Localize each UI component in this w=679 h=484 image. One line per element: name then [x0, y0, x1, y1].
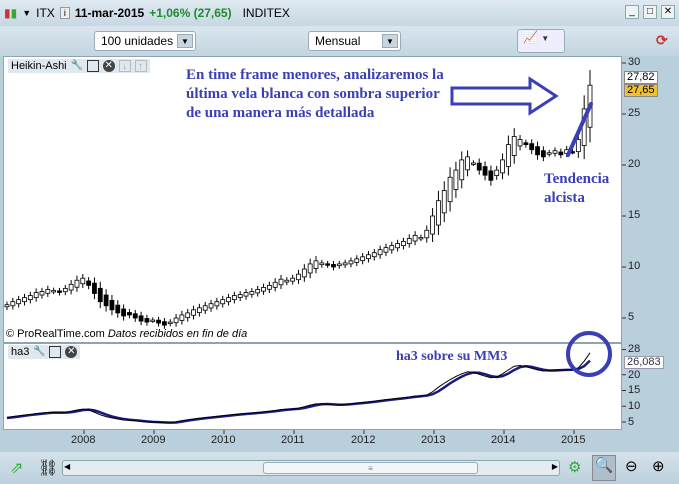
- window-icon[interactable]: [49, 346, 62, 358]
- export-icon[interactable]: ⇗: [10, 460, 24, 477]
- wrench-icon[interactable]: 🔧: [33, 346, 46, 357]
- close-circle-icon[interactable]: ✕: [102, 60, 115, 72]
- chart-settings-icon[interactable]: ⚙: [568, 459, 582, 476]
- chevron-down-icon[interactable]: ▼: [382, 34, 398, 48]
- x-tick-label: 2011: [281, 434, 305, 446]
- price-tick-label: 20: [628, 158, 641, 170]
- period-select[interactable]: Mensual ▼: [308, 31, 401, 51]
- indicator-panel[interactable]: ha3 🔧 ✕: [3, 343, 622, 430]
- scroll-right-button[interactable]: ▶: [551, 462, 558, 471]
- horizontal-scrollbar[interactable]: ◀ ≡ ▶: [62, 460, 560, 476]
- x-tick-label: 2015: [561, 434, 586, 446]
- indicator-tick-label: 28: [628, 343, 641, 355]
- indicator-tick-label: 10: [628, 399, 641, 412]
- last-close-tag: 27,65: [624, 84, 658, 97]
- scroll-left-button[interactable]: ◀: [64, 462, 71, 471]
- window-icon[interactable]: [86, 60, 99, 72]
- title-bar: ▮▮ ▼ ITX i 11-mar-2015 +1,06% (27,65) IN…: [0, 0, 679, 26]
- x-tick-label: 2013: [421, 434, 446, 446]
- move-down-icon[interactable]: ↓: [118, 60, 131, 72]
- annotation-main: En time frame menores, analizaremos la ú…: [186, 67, 444, 121]
- candlestick-icon[interactable]: ▮▮: [4, 6, 18, 20]
- info-icon[interactable]: i: [59, 7, 70, 19]
- indicator-panel-header: ha3 🔧 ✕: [8, 345, 81, 359]
- price-panel-label: Heikin-Ashi: [11, 60, 67, 72]
- indicator-tick-label: 5: [628, 415, 635, 428]
- maximize-button[interactable]: □: [643, 5, 657, 19]
- minimize-button[interactable]: _: [625, 5, 639, 19]
- price-tick-label: 15: [628, 209, 641, 221]
- symbol-dropdown-icon[interactable]: ▼: [22, 8, 32, 18]
- price-tick-label: 10: [628, 260, 641, 272]
- indicator-label: ha3: [11, 346, 30, 358]
- chevron-down-icon[interactable]: ▼: [177, 34, 193, 48]
- units-select[interactable]: 100 unidades ▼: [94, 31, 196, 51]
- indicators-button[interactable]: 📈 ▼: [517, 29, 565, 53]
- price-tick-label: 5: [628, 311, 635, 323]
- move-up-icon[interactable]: ↑: [134, 60, 147, 72]
- close-button[interactable]: ✕: [661, 5, 675, 19]
- symbol[interactable]: ITX: [36, 6, 55, 20]
- price-panel-header: Heikin-Ashi 🔧 ✕ ↓ ↑: [8, 59, 150, 73]
- wrench-icon[interactable]: 🔧: [70, 60, 84, 71]
- price-tick-label: 30: [628, 56, 641, 68]
- toolbar: 100 unidades ▼ Mensual ▼ 📈 ▼ ⟳: [0, 26, 679, 56]
- auto-zoom-icon[interactable]: 🔍: [592, 455, 616, 481]
- quote-change: +1,06% (27,65): [149, 6, 232, 20]
- indicator-tick-label: 20: [628, 369, 641, 381]
- price-tick-label: 25: [628, 107, 641, 119]
- bottom-toolbar: ⇗ ⛓ ◀ ≡ ▶ ⚙ 🔍 ⊖ ⊕: [0, 452, 679, 484]
- period-value: Mensual: [315, 34, 361, 48]
- instrument-name: INDITEX: [242, 6, 290, 20]
- x-tick-label: 2008: [71, 434, 96, 446]
- refresh-icon[interactable]: ⟳: [656, 32, 668, 48]
- annotation-trend: Tendencia alcista: [544, 171, 610, 206]
- data-note: Datos recibidos en fin de día: [107, 328, 248, 340]
- zoom-in-icon[interactable]: ⊕: [652, 458, 665, 475]
- x-tick-label: 2010: [211, 434, 236, 446]
- x-tick-label: 2009: [141, 434, 166, 446]
- units-value: 100 unidades: [101, 34, 174, 48]
- brand: © ProRealTime.com: [6, 328, 105, 340]
- x-tick-label: 2014: [491, 434, 516, 446]
- annotation-indicator: ha3 sobre su MM3: [396, 349, 508, 364]
- zoom-out-icon[interactable]: ⊖: [625, 458, 638, 475]
- x-tick-label: 2012: [351, 434, 376, 446]
- indicator-value-tag: 26,083: [624, 356, 664, 369]
- link-icon[interactable]: ⛓: [38, 460, 59, 477]
- indicator-tick-label: 15: [628, 384, 641, 396]
- scroll-thumb[interactable]: ≡: [263, 462, 478, 474]
- last-high-tag: 27,82: [624, 71, 658, 84]
- quote-date: 11-mar-2015: [74, 6, 145, 20]
- close-circle-icon[interactable]: ✕: [65, 346, 78, 358]
- data-source-note: © ProRealTime.com Datos recibidos en fin…: [6, 328, 247, 340]
